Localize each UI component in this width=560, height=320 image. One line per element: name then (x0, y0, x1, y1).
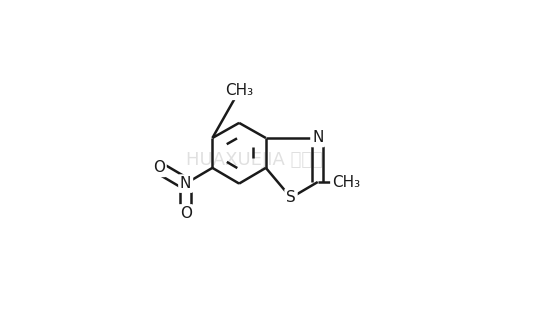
Text: N: N (180, 176, 192, 191)
Text: S: S (286, 190, 296, 205)
Text: O: O (180, 206, 192, 221)
Text: O: O (153, 160, 165, 175)
Text: HUAXUEJIA 化学加: HUAXUEJIA 化学加 (186, 151, 323, 169)
Text: N: N (312, 131, 324, 146)
Text: CH₃: CH₃ (332, 174, 360, 189)
Text: CH₃: CH₃ (225, 83, 253, 98)
